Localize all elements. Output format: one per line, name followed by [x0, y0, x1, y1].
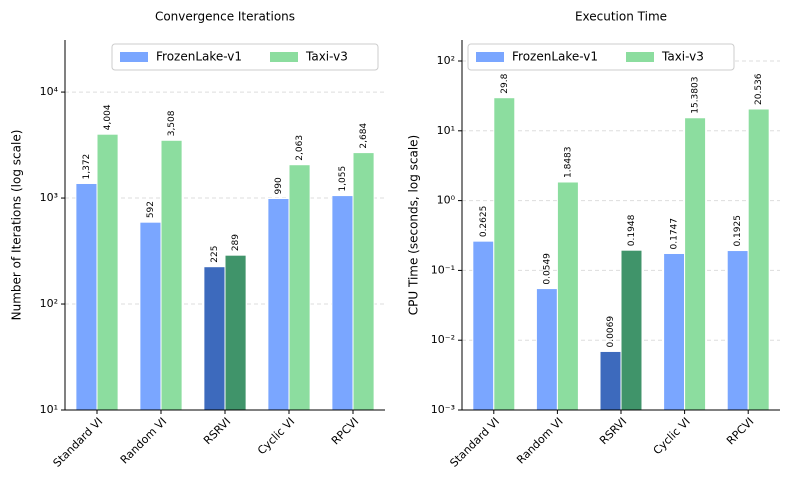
- bar: [493, 97, 516, 411]
- bar: [160, 139, 183, 411]
- bar: [684, 117, 707, 411]
- y-tick-label: 10¹: [437, 124, 455, 137]
- y-tick-label: 10³: [40, 191, 58, 204]
- value-label: 2,063: [295, 135, 305, 161]
- x-tick-label: Random VI: [514, 415, 565, 466]
- x-tick-label: RSRVI: [201, 415, 233, 447]
- legend-swatch: [270, 52, 298, 62]
- legend-box: [467, 43, 735, 71]
- y-tick-label: 10⁴: [40, 85, 59, 98]
- chart-title: Execution Time: [575, 10, 667, 24]
- value-label: 3,508: [167, 110, 177, 136]
- x-tick-label: RPCVI: [724, 415, 756, 447]
- value-label: 0.0549: [542, 253, 552, 285]
- value-label: 1,055: [338, 166, 348, 192]
- x-tick-label: RSRVI: [597, 415, 629, 447]
- y-tick-label: 10⁻³: [431, 403, 455, 416]
- x-tick-label: RPCVI: [329, 415, 361, 447]
- x-tick-label: Standard VI: [447, 415, 502, 470]
- bar: [267, 198, 290, 411]
- x-tick-label: Random VI: [118, 415, 169, 466]
- bar: [139, 221, 162, 411]
- legend-swatch: [626, 52, 654, 62]
- chart-title: Convergence Iterations: [155, 10, 295, 24]
- y-tick-label: 10⁻¹: [431, 263, 455, 276]
- legend-box: [111, 43, 379, 71]
- value-label: 4,004: [103, 104, 113, 130]
- value-label: 29.8: [500, 73, 510, 93]
- bar: [620, 249, 643, 411]
- value-label: 0.1747: [670, 218, 680, 250]
- y-tick-label: 10¹: [40, 403, 58, 416]
- legend-swatch: [476, 52, 504, 62]
- x-tick-label: Cyclic VI: [255, 415, 297, 457]
- y-tick-label: 10²: [40, 297, 58, 310]
- bar: [75, 182, 98, 411]
- x-tick-label: Standard VI: [51, 415, 106, 470]
- y-tick-label: 10⁰: [437, 194, 456, 207]
- x-tick-label: Cyclic VI: [651, 415, 693, 457]
- bar: [331, 195, 354, 411]
- bar: [96, 133, 119, 411]
- value-label: 289: [231, 234, 241, 251]
- bar: [663, 252, 686, 411]
- value-label: 592: [146, 201, 156, 218]
- legend-label: FrozenLake-v1: [156, 50, 242, 64]
- bar: [224, 254, 247, 411]
- legend-label: Taxi-v3: [661, 50, 704, 64]
- value-label: 0.1925: [733, 215, 743, 247]
- y-axis-label: CPU Time (seconds, log scale): [407, 135, 421, 315]
- legend-label: Taxi-v3: [305, 50, 348, 64]
- value-label: 0.0069: [606, 316, 616, 348]
- bar: [726, 250, 749, 411]
- legend-label: FrozenLake-v1: [512, 50, 598, 64]
- bar: [203, 266, 226, 411]
- value-label: 1,372: [82, 154, 92, 180]
- y-tick-label: 10⁻²: [431, 333, 455, 346]
- bar: [472, 240, 495, 411]
- bar: [288, 164, 311, 411]
- bar: [556, 181, 579, 411]
- value-label: 225: [210, 246, 220, 263]
- bar: [352, 152, 375, 411]
- bar: [599, 350, 622, 411]
- value-label: 15.3803: [691, 77, 701, 114]
- value-label: 2,684: [359, 123, 369, 149]
- legend-swatch: [120, 52, 148, 62]
- bar: [747, 108, 770, 411]
- value-label: 1.8483: [563, 146, 573, 178]
- y-axis-label: Number of Iterations (log scale): [10, 130, 24, 321]
- value-label: 0.1948: [627, 214, 637, 246]
- y-tick-label: 10²: [437, 54, 455, 67]
- bar: [535, 288, 558, 411]
- value-label: 990: [274, 177, 284, 194]
- value-label: 0.2625: [479, 206, 489, 238]
- value-label: 20.536: [754, 73, 764, 105]
